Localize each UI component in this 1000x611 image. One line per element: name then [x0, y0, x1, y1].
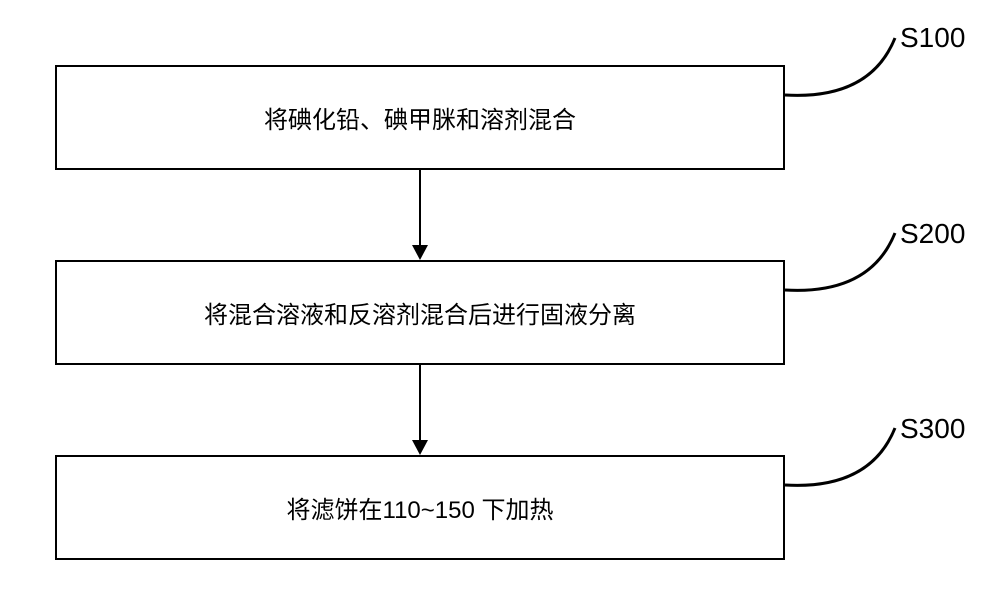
- step-label-3: S300: [900, 413, 965, 445]
- step-box-1: 将碘化铅、碘甲脒和溶剂混合: [55, 65, 785, 170]
- step-text-1: 将碘化铅、碘甲脒和溶剂混合: [264, 100, 576, 135]
- step-box-3: 将滤饼在110~150 下加热: [55, 455, 785, 560]
- step-text-2: 将混合溶液和反溶剂混合后进行固液分离: [204, 295, 636, 330]
- flowchart-container: 将碘化铅、碘甲脒和溶剂混合 S100 将混合溶液和反溶剂混合后进行固液分离 S2…: [0, 0, 1000, 611]
- step-text-3: 将滤饼在110~150 下加热: [287, 490, 554, 525]
- step-box-2: 将混合溶液和反溶剂混合后进行固液分离: [55, 260, 785, 365]
- step-label-1: S100: [900, 22, 965, 54]
- step-label-2: S200: [900, 218, 965, 250]
